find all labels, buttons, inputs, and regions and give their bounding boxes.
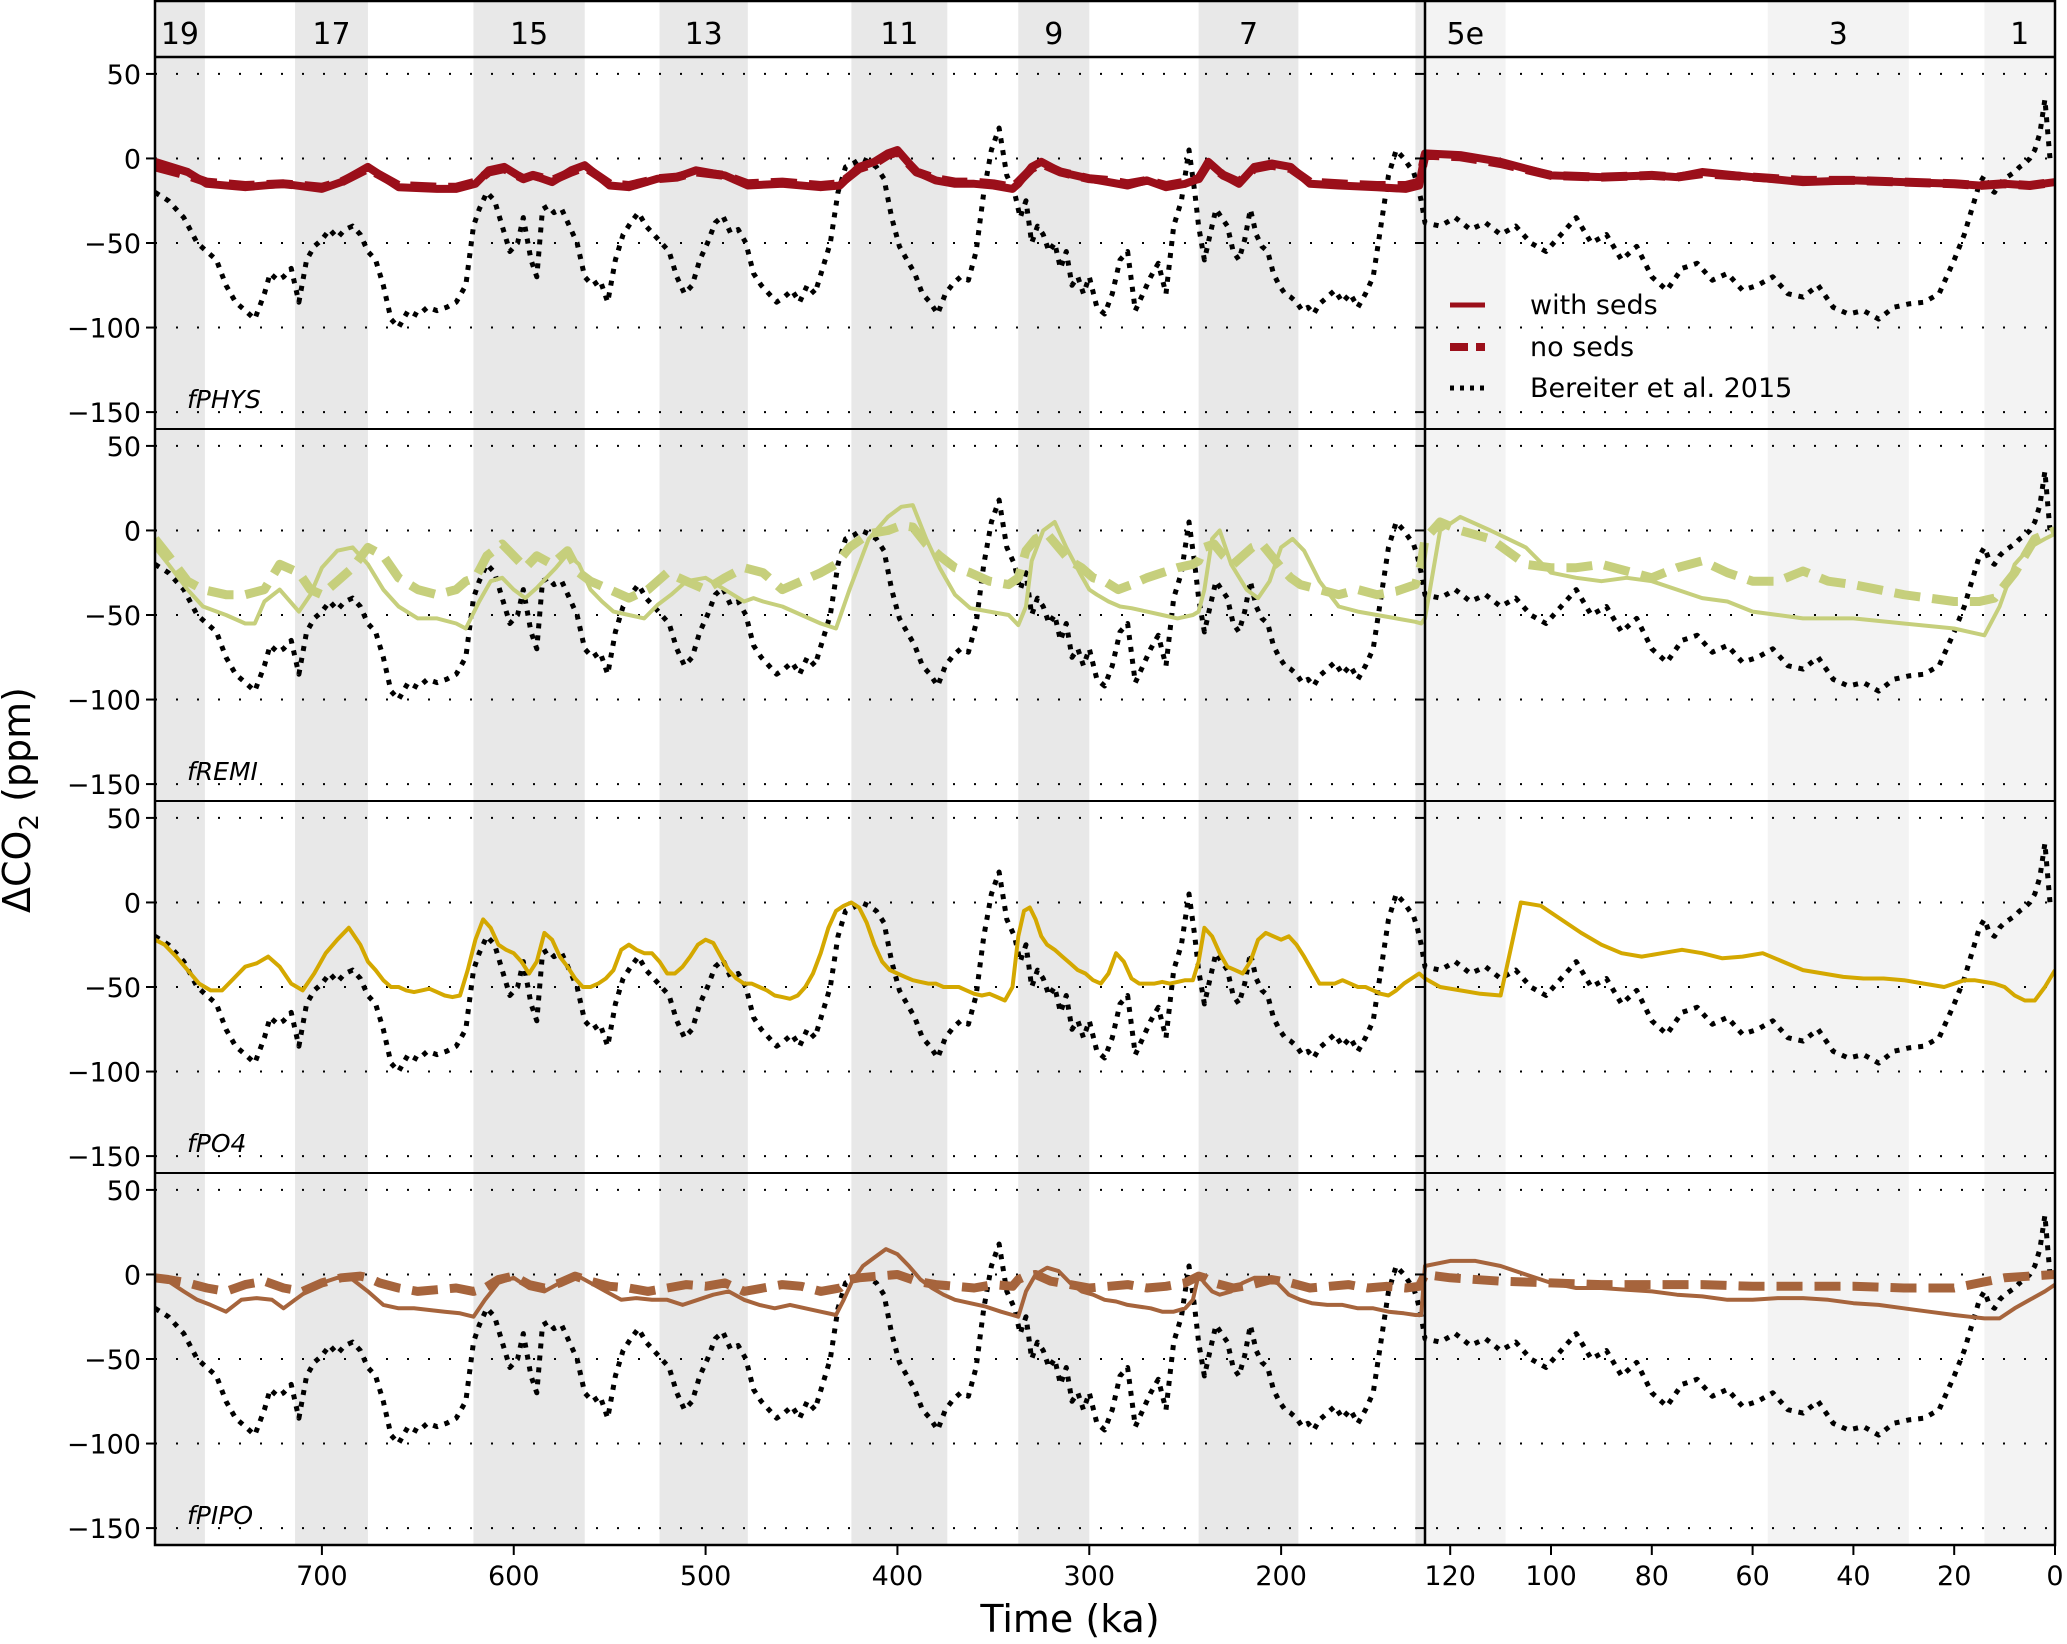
y-tick-label: 50: [107, 804, 141, 835]
x-tick-label: 200: [1255, 1561, 1307, 1592]
mis-label: 7: [1239, 17, 1258, 52]
axis-ticks: 500−50−100−150500−50−100−150500−50−100−1…: [67, 60, 2064, 1592]
mis-band: [1425, 2, 1506, 1545]
series-with-seds: [155, 503, 2055, 638]
y-tick-label: −150: [67, 770, 141, 801]
panel-series-fPIPO: [155, 1212, 2055, 1446]
legend-label-bereiter: Bereiter et al. 2015: [1530, 373, 1792, 404]
mis-label: 17: [312, 17, 350, 52]
x-tick-label: 100: [1525, 1561, 1577, 1592]
mis-band: [1415, 2, 1425, 1545]
x-tick-label: 400: [872, 1561, 924, 1592]
mis-band: [659, 2, 748, 1545]
series-with-seds: [155, 900, 2055, 1003]
mis-label: 13: [685, 17, 723, 52]
y-tick-label: 0: [124, 516, 141, 547]
x-tick-label: 600: [488, 1561, 540, 1592]
x-tick-label: 20: [1937, 1561, 1971, 1592]
x-tick-label: 700: [296, 1561, 348, 1592]
y-tick-label: −100: [67, 314, 141, 345]
mis-bands: [155, 2, 2055, 1545]
x-tick-label: 120: [1424, 1561, 1476, 1592]
y-axis-title-unit: (ppm): [0, 687, 39, 814]
series-bereiter-2015: [155, 840, 2053, 1074]
legend-label-with-seds: with seds: [1530, 290, 1658, 321]
panel-label-fREMI: fREMI: [187, 757, 258, 786]
x-tick-label: 500: [680, 1561, 732, 1592]
y-tick-label: −100: [67, 1058, 141, 1089]
x-axis-title: Time (ka): [979, 1597, 1159, 1641]
panel-label-fPIPO: fPIPO: [187, 1501, 253, 1530]
y-tick-label: −100: [67, 686, 141, 717]
y-tick-label: 50: [107, 1176, 141, 1207]
outer-frame: [153, 0, 2057, 1547]
y-tick-label: −50: [84, 229, 141, 260]
y-tick-label: −50: [84, 601, 141, 632]
panel-labels: fPHYS fREMI fPO4 fPIPO: [187, 385, 261, 1530]
panel-series-fREMI: [155, 468, 2055, 702]
series-no-seds: [155, 1270, 2055, 1296]
mis-label: 1: [2010, 17, 2029, 52]
y-axis-title: ΔCO2 (ppm): [0, 687, 45, 913]
y-axis-title-main: ΔCO: [0, 831, 39, 913]
axes-frames: [153, 0, 2057, 1547]
mis-band: [1767, 2, 1909, 1545]
series-bereiter-2015: [155, 1212, 2053, 1446]
x-tick-label: 80: [1635, 1561, 1669, 1592]
y-tick-label: −50: [84, 973, 141, 1004]
mis-band: [1984, 2, 2055, 1545]
y-tick-label: 0: [124, 1260, 141, 1291]
mis-label: 19: [161, 17, 199, 52]
panel-label-fPO4: fPO4: [187, 1129, 246, 1158]
series-no-seds: [155, 517, 2055, 606]
mis-label: 5e: [1447, 17, 1485, 52]
y-tick-label: 0: [124, 888, 141, 919]
panel-series-fPHYS: [155, 96, 2055, 330]
mis-band: [851, 2, 948, 1545]
mis-label: 15: [510, 17, 548, 52]
x-tick-label: 0: [2046, 1561, 2063, 1592]
panel-series-fPO4: [155, 840, 2055, 1074]
y-tick-label: −150: [67, 1142, 141, 1173]
y-tick-label: 0: [124, 144, 141, 175]
y-axis-title-sub: 2: [15, 814, 45, 831]
y-tick-label: −150: [67, 398, 141, 429]
x-tick-label: 40: [1836, 1561, 1870, 1592]
y-tick-label: −150: [67, 1514, 141, 1545]
x-tick-label: 60: [1735, 1561, 1769, 1592]
series-bereiter-2015: [155, 96, 2053, 330]
x-tick-label: 300: [1064, 1561, 1116, 1592]
mis-label: 9: [1044, 17, 1063, 52]
y-tick-label: −100: [67, 1430, 141, 1461]
series-no-seds: [155, 147, 2055, 192]
mis-band: [1198, 2, 1299, 1545]
legend-label-no-seds: no seds: [1530, 332, 1634, 363]
series-layer: [155, 96, 2055, 1446]
mis-label: 11: [880, 17, 918, 52]
legend: with seds no seds Bereiter et al. 2015: [1450, 290, 1792, 404]
y-tick-label: −50: [84, 1345, 141, 1376]
y-tick-label: 50: [107, 60, 141, 91]
mis-label: 3: [1829, 17, 1848, 52]
y-tick-label: 50: [107, 432, 141, 463]
mis-labels: 19 17 15 13 11 9 7 5e 3 1: [161, 17, 2029, 52]
panel-label-fPHYS: fPHYS: [187, 385, 261, 414]
